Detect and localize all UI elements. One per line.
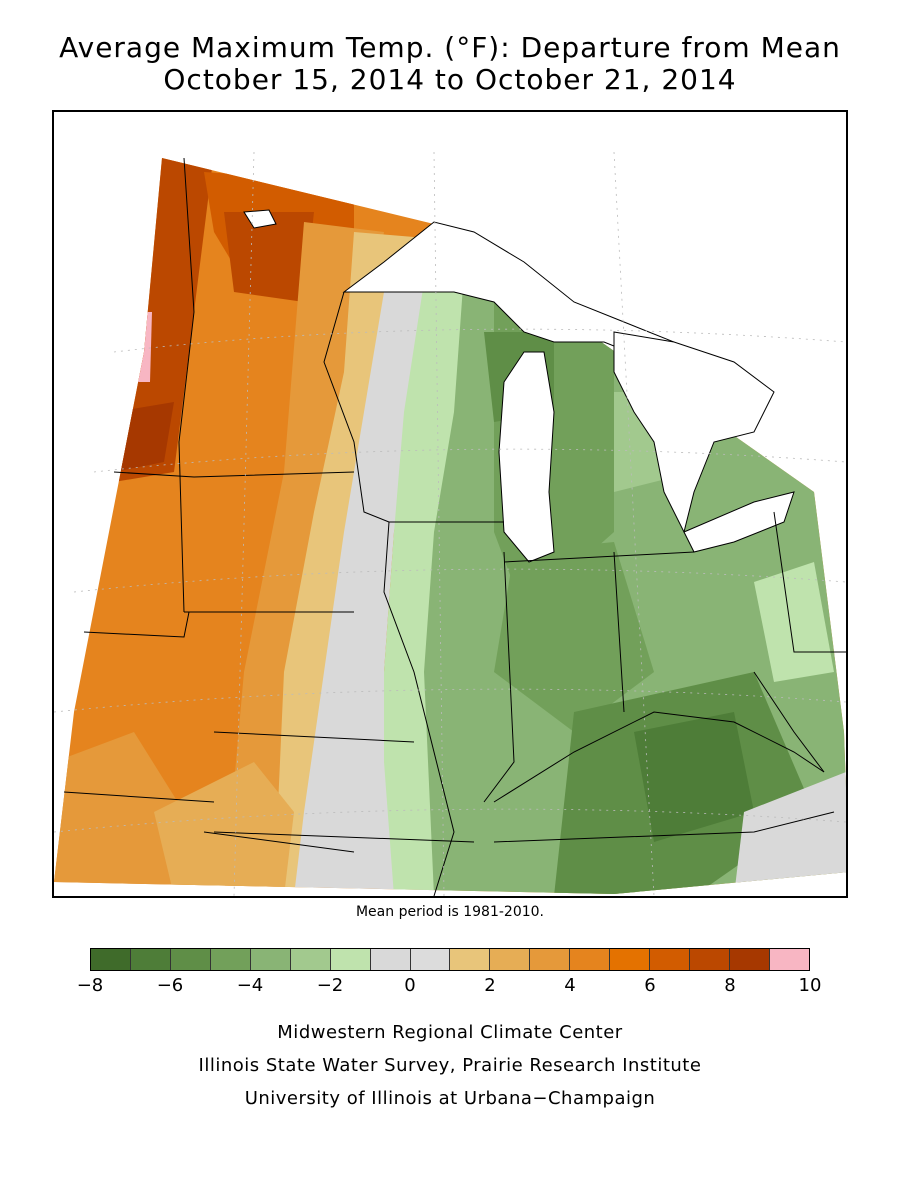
legend-swatch [91, 949, 131, 970]
mean-period-note: Mean period is 1981-2010. [355, 904, 545, 920]
legend-swatch [690, 949, 730, 970]
legend-tick-label: −2 [316, 975, 344, 996]
legend-swatch [570, 949, 611, 970]
legend-swatch [210, 949, 251, 970]
map-date-range: October 15, 2014 to October 21, 2014 [163, 63, 737, 96]
legend-tick-label: 8 [724, 975, 736, 996]
ne-ks-border [63, 791, 215, 803]
legend-tick-label: 6 [644, 975, 656, 996]
wv-border [753, 671, 825, 773]
legend-swatch [769, 949, 809, 970]
great-lakes [243, 209, 795, 563]
map-title: Average Maximum Temp. (°F): Departure fr… [59, 31, 841, 64]
legend-tick-label: 10 [798, 975, 822, 996]
mn-western-border [178, 157, 195, 613]
legend-swatch [290, 949, 331, 970]
ohio-river [493, 711, 825, 803]
legend-tick-label: 0 [404, 975, 416, 996]
legend-swatch [650, 949, 691, 970]
legend-swatch [490, 949, 531, 970]
legend-tick-label: −4 [236, 975, 264, 996]
state-borders [63, 157, 846, 896]
legend-swatch [130, 949, 171, 970]
credit-line-2: Illinois State Water Survey, Prairie Res… [198, 1055, 702, 1076]
legend-swatch [170, 949, 211, 970]
mississippi-river [383, 521, 455, 896]
ia-mo-border [213, 731, 415, 743]
lake-michigan [498, 351, 555, 563]
temperature-departure-map [52, 110, 848, 898]
ks-ok-border [203, 831, 355, 853]
legend-swatch [410, 949, 451, 970]
legend-tick-label: 4 [564, 975, 576, 996]
legend-swatch [370, 949, 411, 970]
nd-sd-border [113, 471, 355, 478]
legend-tick-label: 2 [484, 975, 496, 996]
legend-swatch [250, 949, 291, 970]
mi-in-oh-border [503, 551, 695, 563]
in-oh-border [613, 551, 625, 713]
mo-ar-border [213, 831, 475, 843]
ky-tn-border [493, 811, 835, 843]
lake-huron [613, 331, 775, 534]
legend-tick-label: −8 [76, 975, 104, 996]
graticule [54, 151, 846, 896]
legend-tick-label: −6 [156, 975, 184, 996]
il-in-border [483, 551, 515, 803]
mn-wi-border [323, 291, 390, 523]
pa-border [773, 511, 846, 653]
legend-swatch [730, 949, 770, 970]
legend-swatch [530, 949, 571, 970]
legend-swatch [330, 949, 371, 970]
legend-swatch [610, 949, 651, 970]
color-scale-legend [90, 948, 810, 971]
credit-line-1: Midwestern Regional Climate Center [277, 1022, 623, 1043]
legend-swatch [450, 949, 491, 970]
credit-line-3: University of Illinois at Urbana−Champai… [244, 1088, 656, 1109]
